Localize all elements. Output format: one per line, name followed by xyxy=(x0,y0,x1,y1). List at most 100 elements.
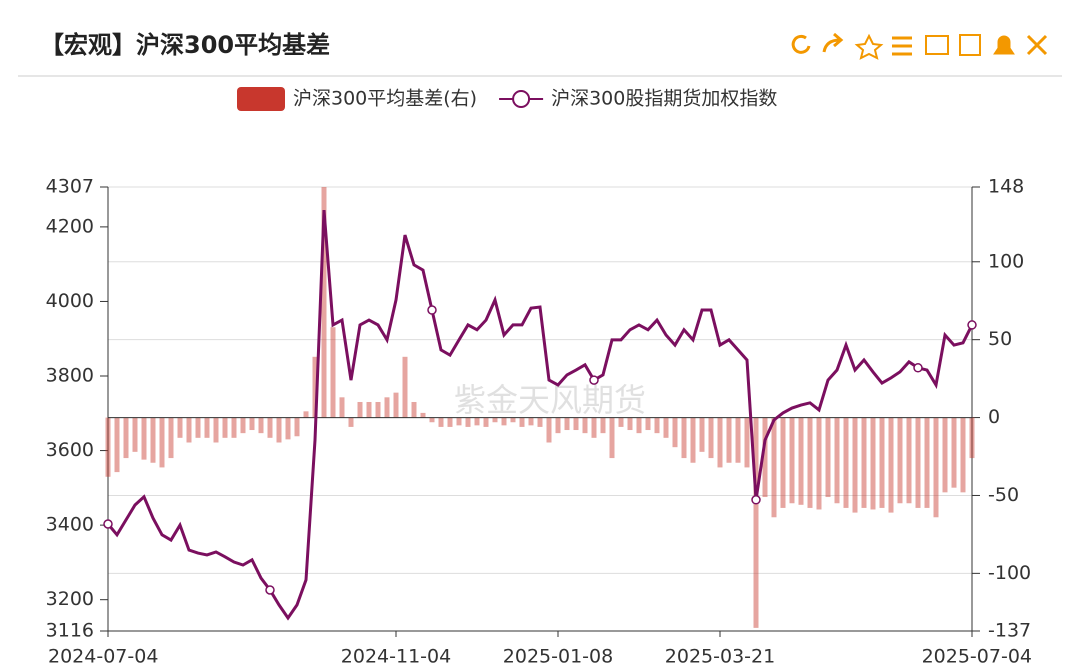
bar xyxy=(762,417,768,498)
bell-icon[interactable] xyxy=(993,35,1015,55)
bar xyxy=(726,417,732,463)
bar xyxy=(402,356,408,418)
bar xyxy=(231,417,237,438)
bar xyxy=(267,417,273,438)
table-icon[interactable] xyxy=(925,35,949,55)
bar xyxy=(411,401,417,418)
bar xyxy=(483,417,489,427)
y-tick-label: 3400 xyxy=(46,514,94,536)
legend-swatch xyxy=(512,90,531,108)
bar xyxy=(771,417,777,518)
y2-tick-label: 148 xyxy=(988,176,1024,198)
bar xyxy=(177,417,183,438)
list-icon[interactable] xyxy=(892,36,912,56)
bar xyxy=(564,417,570,431)
line-marker xyxy=(427,305,437,315)
y-tick-label: 4000 xyxy=(46,290,94,312)
x-tick-label: 2025-07-04 xyxy=(922,646,1032,667)
bar xyxy=(672,417,678,448)
share-icon[interactable] xyxy=(822,32,844,53)
y-tick-label: 3200 xyxy=(46,588,94,610)
y2-tick-label: -100 xyxy=(988,562,1031,584)
y-tick-label: 3600 xyxy=(46,439,94,461)
bar xyxy=(879,417,885,508)
bar xyxy=(465,417,471,427)
bar xyxy=(375,401,381,418)
bar xyxy=(888,417,894,513)
y-tick-label: 4200 xyxy=(46,215,94,237)
star-icon[interactable] xyxy=(854,33,884,60)
watermark: 紫金天风期货 xyxy=(454,381,646,419)
bar xyxy=(924,417,930,508)
x-tick-label: 2024-07-04 xyxy=(48,646,158,667)
x-tick-label: 2025-03-21 xyxy=(665,646,775,667)
bar xyxy=(303,411,309,418)
bar xyxy=(951,417,957,488)
bar xyxy=(753,417,759,628)
legend-label: 沪深300股指期货加权指数 xyxy=(551,88,777,110)
bar xyxy=(636,417,642,434)
bar xyxy=(960,417,966,493)
bar xyxy=(312,356,318,418)
refresh-icon[interactable] xyxy=(791,34,811,54)
bar xyxy=(915,417,921,508)
bar xyxy=(555,417,561,434)
bar xyxy=(258,417,264,434)
chart-title: 【宏观】沪深300平均基差 xyxy=(40,31,330,59)
line-marker xyxy=(103,519,113,529)
bar xyxy=(906,417,912,504)
bar xyxy=(420,412,426,418)
y-tick-label: 4307 xyxy=(46,176,94,198)
bar xyxy=(393,392,399,418)
bar xyxy=(852,417,858,513)
bar xyxy=(780,417,786,508)
legend: 沪深300平均基差(右) 沪深300股指期货加权指数 xyxy=(237,87,777,111)
bar xyxy=(537,417,543,427)
x-tick-label: 2024-11-04 xyxy=(341,646,451,667)
bar xyxy=(510,417,516,423)
bar xyxy=(294,417,300,437)
bar xyxy=(609,417,615,459)
expand-icon[interactable] xyxy=(1026,34,1048,56)
bar xyxy=(843,417,849,508)
bar xyxy=(735,417,741,463)
bar xyxy=(348,417,354,427)
bar xyxy=(546,417,552,443)
bar xyxy=(186,417,192,443)
bar xyxy=(456,417,462,426)
bar xyxy=(276,417,282,443)
bar xyxy=(429,417,435,423)
line-marker xyxy=(751,495,761,505)
bar xyxy=(870,417,876,510)
y-tick-label: 3116 xyxy=(46,620,94,642)
bar xyxy=(591,417,597,438)
y-tick-label: 3800 xyxy=(46,365,94,387)
bar xyxy=(204,417,210,438)
y2-tick-label: 100 xyxy=(988,250,1024,272)
bar xyxy=(159,417,165,468)
bar xyxy=(717,417,723,468)
bar xyxy=(582,417,588,434)
bar xyxy=(168,417,174,459)
bar xyxy=(699,417,705,452)
line-marker xyxy=(589,375,599,385)
bar xyxy=(213,417,219,443)
bar xyxy=(942,417,948,493)
bar xyxy=(492,417,498,423)
legend-swatch xyxy=(237,87,285,111)
bar xyxy=(384,397,390,418)
bar xyxy=(285,417,291,440)
bar xyxy=(249,417,255,431)
line-marker xyxy=(265,585,275,595)
toolbar[interactable] xyxy=(791,32,1048,60)
bar xyxy=(663,417,669,438)
x-tick-label: 2025-01-08 xyxy=(503,646,613,667)
bar xyxy=(330,327,336,418)
legend-label: 沪深300平均基差(右) xyxy=(293,88,477,110)
bar xyxy=(519,417,525,427)
bar xyxy=(357,401,363,418)
image-icon[interactable] xyxy=(959,34,981,56)
bar xyxy=(681,417,687,459)
bar xyxy=(600,417,606,434)
